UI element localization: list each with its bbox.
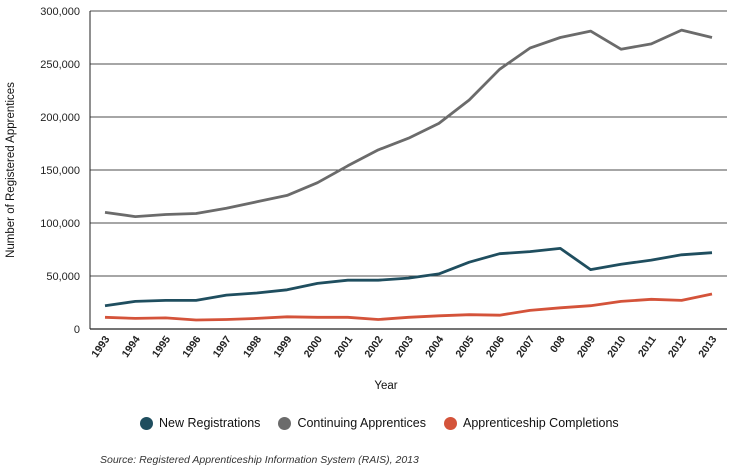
x-tick-label: 2000: [302, 334, 325, 360]
series-lines: [104, 28, 713, 322]
y-tick-label: 150,000: [40, 165, 80, 177]
x-tick-label: 1994: [120, 334, 143, 360]
line-chart: 0 50,000 100,000 150,000 200,000 250,000 300,0…: [5, 6, 727, 392]
legend-label-new-registrations: New Registrations: [159, 416, 261, 430]
legend-item-new-registrations: New Registrations: [140, 416, 260, 430]
y-tick-label: 100,000: [40, 218, 80, 230]
legend: New Registrations Continuing Apprentices…: [140, 416, 637, 430]
source-note: Source: Registered Apprenticeship Inform…: [100, 454, 419, 466]
x-axis-title: Year: [374, 380, 397, 392]
x-tick-label: 2010: [605, 334, 628, 360]
x-tick-label: 1997: [211, 334, 234, 360]
x-tick-label: 2002: [362, 334, 385, 360]
x-tick-label: 2011: [636, 334, 659, 360]
x-tick-label: 2005: [453, 334, 476, 360]
series-line-continuing-apprentices: [104, 28, 713, 219]
x-tick-label: 2006: [484, 334, 507, 360]
legend-swatch-new-registrations: [140, 416, 153, 430]
x-tick-label: 2013: [696, 334, 719, 360]
y-tick-label: 250,000: [40, 59, 80, 71]
legend-item-continuing-apprentices: Continuing Apprentices: [278, 416, 426, 430]
x-axis-ticks: 1993 1994 1995 1996 1997 1998 1999 2000 2001 2002…: [89, 334, 719, 360]
x-tick-label: 1998: [241, 334, 264, 360]
y-tick-label: 300,000: [40, 6, 80, 18]
y-tick-label: 50,000: [46, 271, 80, 283]
legend-swatch-apprenticeship-completions: [444, 416, 457, 430]
x-tick-label: 1995: [150, 334, 173, 360]
gridlines: [89, 10, 727, 330]
series-line-apprenticeship-completions: [104, 292, 713, 322]
x-tick-label: 1996: [180, 334, 203, 360]
x-tick-label: 2004: [423, 334, 446, 360]
x-tick-label: 1999: [271, 334, 294, 360]
x-tick-label: 2009: [575, 334, 598, 360]
legend-label-continuing-apprentices: Continuing Apprentices: [297, 416, 426, 430]
legend-label-apprenticeship-completions: Apprenticeship Completions: [463, 416, 619, 430]
y-axis-ticks: 0 50,000 100,000 150,000 200,000 250,000 300,0…: [40, 6, 80, 336]
y-tick-label: 0: [74, 324, 80, 336]
legend-swatch-continuing-apprentices: [278, 416, 292, 430]
legend-item-apprenticeship-completions: Apprenticeship Completions: [444, 416, 619, 430]
y-tick-label: 200,000: [40, 112, 80, 124]
x-tick-label: 2007: [514, 334, 537, 360]
x-tick-label: 2012: [666, 334, 689, 360]
x-tick-label: 2001: [332, 334, 355, 360]
series-line-new-registrations: [104, 246, 713, 308]
y-axis-title: Number of Registered Apprentices: [5, 82, 17, 258]
x-tick-label: 2003: [393, 334, 416, 360]
x-tick-label: 1993: [89, 334, 112, 360]
x-tick-label: 008: [548, 334, 568, 355]
